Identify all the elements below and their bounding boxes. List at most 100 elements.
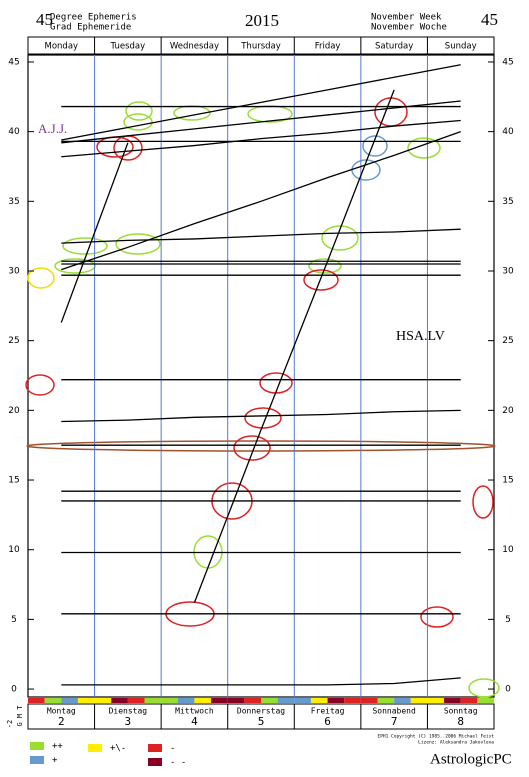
series-line: [61, 677, 461, 686]
annotation: HSA.LV: [396, 329, 445, 344]
y-tick-label: 10: [502, 545, 514, 555]
aspect-highlights: [25, 97, 500, 698]
aspect-strip: [277, 698, 295, 703]
aspect-strip: [460, 698, 478, 703]
day-footer-box: [27, 703, 495, 730]
aspect-ellipse: [407, 137, 441, 159]
aspect-strip: [344, 698, 361, 703]
aspect-strip: [61, 698, 78, 703]
y-tick-label: 0: [11, 685, 17, 695]
aspect-ellipse: [125, 101, 153, 121]
legend-label: -: [170, 744, 175, 754]
aspect-ellipse: [244, 407, 282, 429]
legend-swatch: [30, 742, 44, 750]
date-label: 8: [457, 715, 464, 728]
aspect-ellipse: [25, 374, 55, 396]
aspect-strip: [261, 698, 278, 703]
legend-label: +\-: [110, 744, 126, 754]
y-tick-label: 20: [8, 406, 20, 416]
y-tick-label: 45: [502, 57, 513, 67]
copyright: EPH1 Copyright (C) 1985..2006 Michael Fe…: [378, 734, 495, 740]
y-tick-label: 35: [502, 197, 513, 207]
aspect-strip: [177, 698, 195, 703]
date-label: 7: [391, 715, 398, 728]
y-tick-label: 15: [502, 476, 513, 486]
series-line: [60, 142, 129, 323]
gmt-label: G M T: [16, 705, 24, 727]
copyright: Lizenz: Aleksandra Jakovleva: [418, 740, 494, 746]
y-tick-label: 25: [502, 336, 513, 346]
aspect-strip: [194, 698, 212, 703]
date-label: 5: [258, 715, 265, 728]
y-tick-label: 40: [8, 127, 20, 137]
aspect-ellipse: [472, 485, 494, 519]
x-tick-label: Monday: [45, 42, 79, 52]
aspect-ellipse: [26, 440, 496, 452]
week-right: 45: [481, 10, 498, 29]
x-tick-label-de: Mittwoch: [175, 707, 214, 716]
aspect-strip: [111, 698, 128, 703]
x-tick-label-de: Dienstag: [109, 707, 148, 716]
date-label: 4: [191, 715, 198, 728]
aspect-strip: [127, 698, 145, 703]
week-left: 45: [36, 10, 53, 29]
aspect-strip: [161, 698, 178, 703]
aspect-strip: [310, 698, 328, 703]
y-tick-label: 15: [8, 476, 19, 486]
aspect-ellipse: [303, 269, 339, 291]
y-tick-label: 25: [8, 336, 19, 346]
x-tick-label: Thursday: [240, 42, 281, 52]
series-line: [61, 119, 461, 158]
legend-label: - -: [170, 758, 186, 768]
brand: AstrologicPC: [430, 751, 512, 767]
series-line: [61, 228, 461, 244]
day-header-box: [27, 36, 495, 55]
x-tick-label: Saturday: [375, 42, 413, 52]
y-tick-label: 0: [505, 685, 511, 695]
legend-swatch: [148, 744, 162, 752]
series-line: [61, 131, 461, 271]
aspect-strip: [477, 698, 494, 703]
series-line: [61, 64, 461, 141]
aspect-ellipse: [308, 258, 342, 274]
aspect-strip: [144, 698, 162, 703]
aspect-strip: [394, 698, 411, 703]
x-tick-label-de: Donnerstag: [237, 707, 285, 716]
title-en: Degree Ephemeris: [50, 13, 137, 23]
plot-frame: [27, 54, 495, 698]
legend-swatch: [88, 744, 102, 752]
y-tick-label: 40: [502, 127, 514, 137]
aspect-ellipse: [62, 237, 108, 255]
aspect-strip: [294, 698, 311, 703]
aspect-ellipse: [362, 135, 388, 157]
aspect-strip: [444, 698, 461, 703]
y-tick-label: 5: [11, 615, 17, 625]
x-tick-label: Friday: [315, 42, 341, 52]
aspect-strip: [427, 698, 445, 703]
month-week-en: November Week: [371, 13, 442, 23]
legend-swatch: [148, 758, 162, 766]
date-label: 2: [58, 715, 65, 728]
y-tick-label: 45: [8, 57, 19, 67]
aspect-ellipse: [420, 606, 454, 628]
aspect-strip: [244, 698, 261, 703]
aspect-strip: [28, 698, 45, 703]
x-tick-label-de: Sonnabend: [372, 707, 416, 716]
aspect-strip: [44, 698, 62, 703]
aspect-ellipse: [27, 267, 55, 289]
legend-label: +: [52, 756, 58, 766]
aspect-strip: [211, 698, 228, 703]
aspect-strip: [410, 698, 428, 703]
y-tick-label: 20: [502, 406, 514, 416]
aspect-ellipse: [321, 225, 359, 251]
y-tick-label: 10: [8, 545, 20, 555]
aspect-ellipse: [115, 233, 161, 255]
month-week-de: November Woche: [371, 23, 447, 33]
aspect-ellipse: [123, 113, 153, 131]
aspect-strip: [360, 698, 378, 703]
aspect-strip: [327, 698, 345, 703]
date-label: 6: [324, 715, 331, 728]
x-tick-label: Wednesday: [170, 42, 219, 52]
